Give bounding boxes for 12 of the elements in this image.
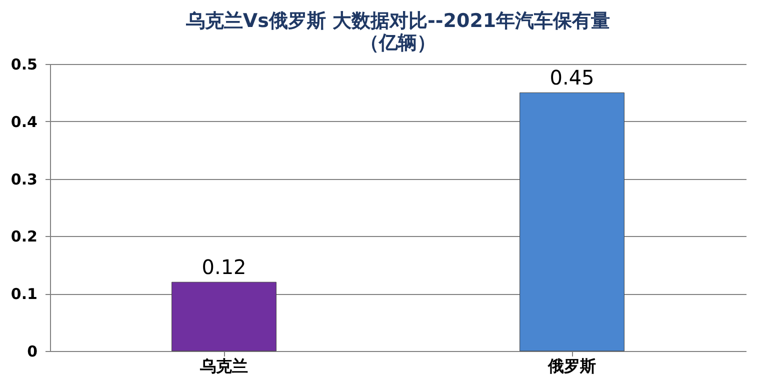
chart-subtitle: （亿辆）: [360, 32, 436, 54]
x-tick-label: 俄罗斯: [547, 356, 596, 376]
data-label: 0.12: [202, 255, 246, 280]
y-tick-label: 0: [27, 342, 38, 360]
data-label: 0.45: [550, 66, 594, 90]
y-tick-label: 0.3: [10, 170, 38, 188]
y-tick-label: 0.5: [10, 56, 38, 74]
y-tick-label: 0.2: [10, 228, 38, 246]
x-tick-label: 乌克兰: [199, 356, 248, 376]
y-tick-label: 0.4: [10, 112, 38, 131]
y-tick-label: 0.1: [10, 285, 38, 304]
chart-title: 乌克兰Vs俄罗斯 大数据对比--2021年汽车保有量: [184, 10, 610, 32]
